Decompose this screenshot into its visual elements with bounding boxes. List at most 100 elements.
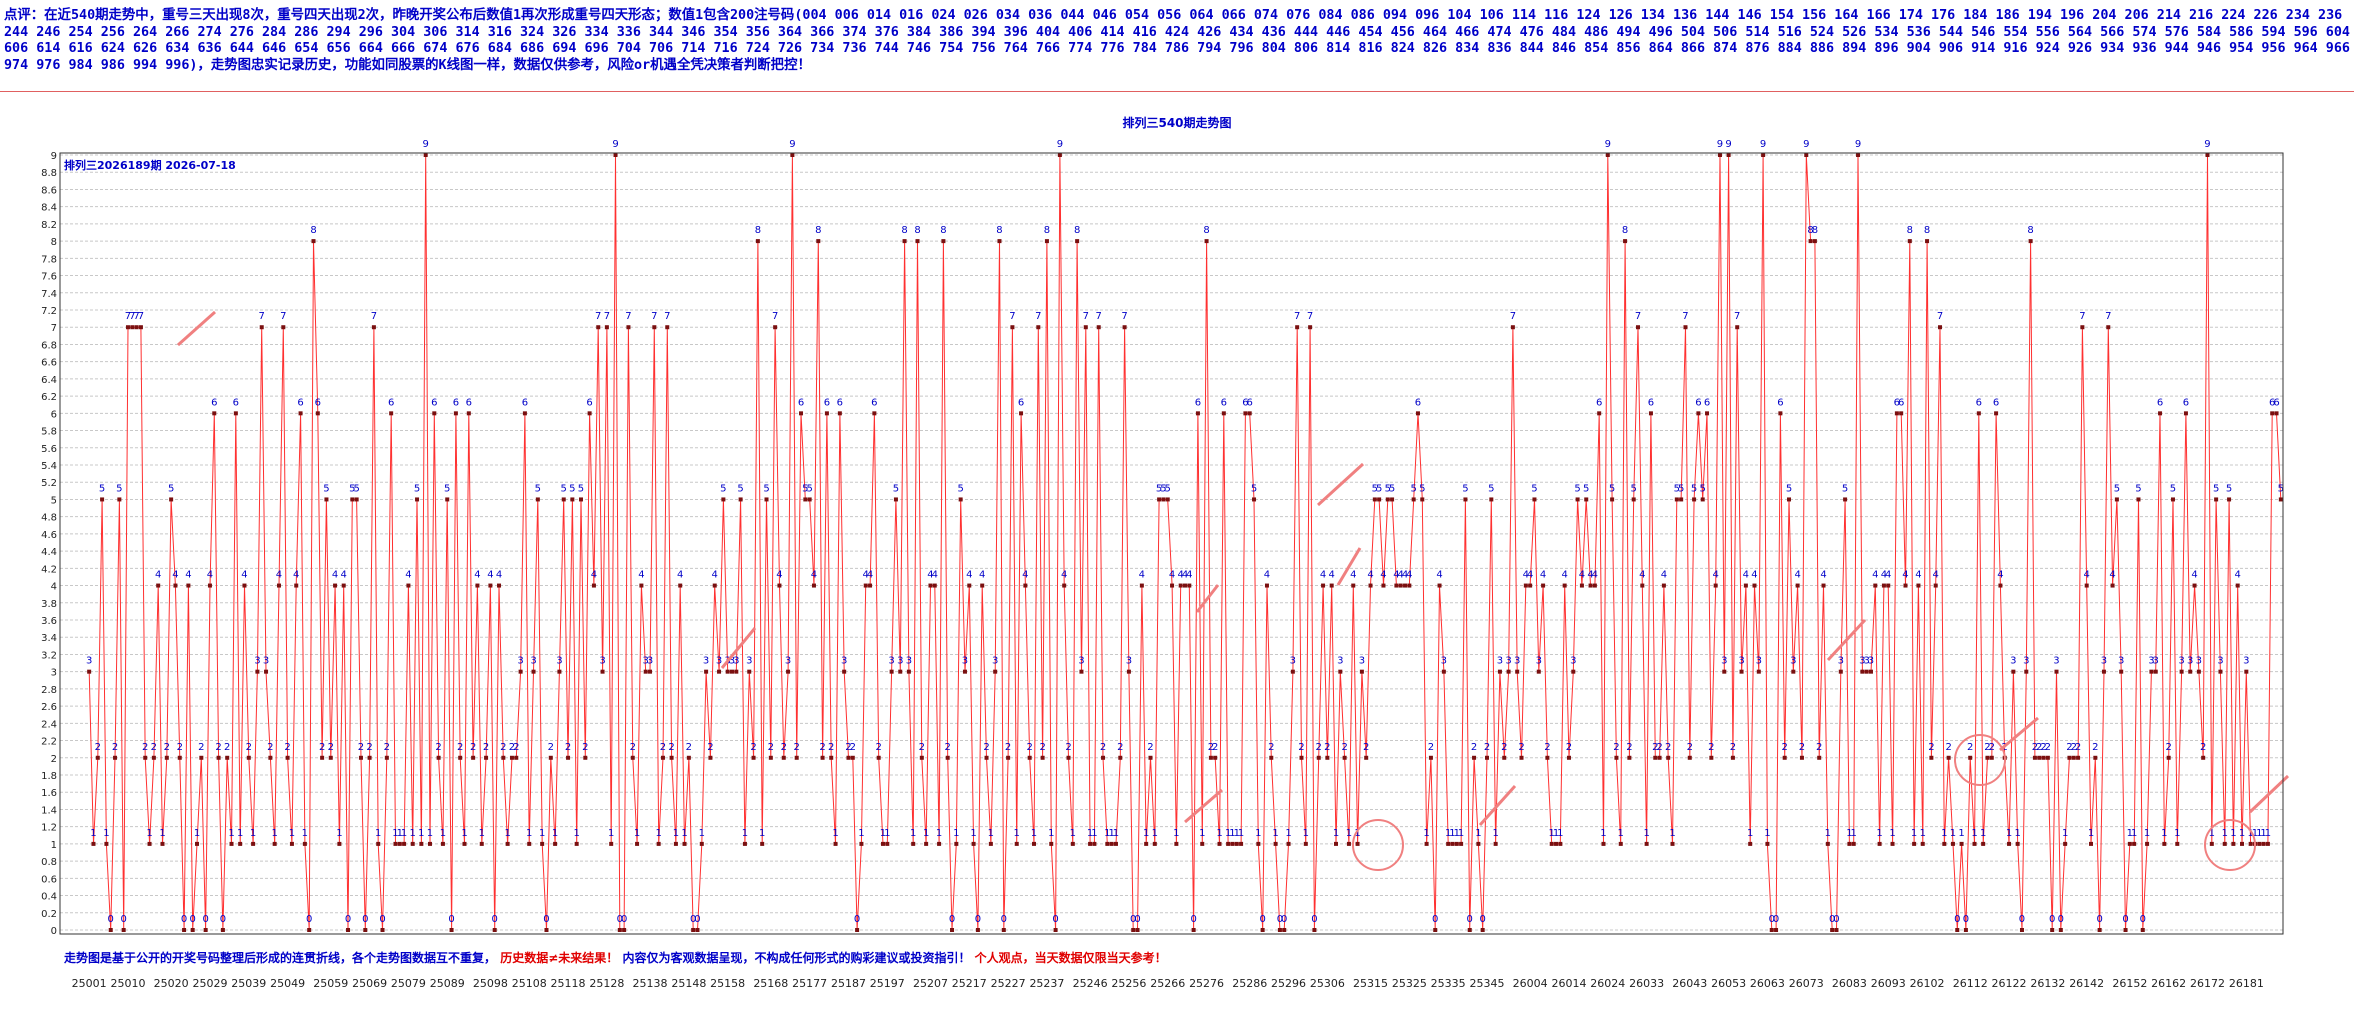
data-point (1873, 583, 1878, 588)
data-point (1825, 841, 1830, 846)
data-point (673, 841, 678, 846)
data-point (729, 669, 734, 674)
y-tick-label: 8.6 (41, 185, 57, 196)
data-label: 2 (319, 742, 325, 753)
data-label: 1 (2088, 828, 2094, 839)
data-point (264, 669, 269, 674)
data-point (1920, 841, 1925, 846)
data-point (656, 841, 661, 846)
data-point (1204, 239, 1209, 244)
data-point (1955, 928, 1960, 932)
data-point (1636, 325, 1641, 330)
data-point (1653, 755, 1658, 760)
data-point (1105, 841, 1110, 846)
data-point (837, 411, 842, 416)
data-label: 0 (1130, 914, 1136, 925)
data-label: 0 (2096, 914, 2102, 925)
data-point (2067, 755, 2072, 760)
data-point (643, 669, 648, 674)
y-tick-label: 2.4 (41, 719, 57, 730)
data-point (328, 755, 333, 760)
data-label: 5 (561, 483, 567, 494)
data-point (1769, 928, 1774, 932)
data-label: 2 (1039, 742, 1045, 753)
y-tick-label: 4.8 (41, 513, 57, 524)
data-point (1286, 841, 1291, 846)
data-label: 2 (1989, 742, 1995, 753)
data-label: 2 (2071, 742, 2077, 753)
data-label: 7 (1635, 311, 1641, 322)
x-tick-label: 25020 (154, 977, 189, 990)
data-label: 1 (103, 828, 109, 839)
data-point (725, 669, 730, 674)
data-point (1403, 583, 1408, 588)
data-point (2183, 411, 2188, 416)
x-tick-label: 25306 (1310, 977, 1345, 990)
data-label: 1 (250, 828, 256, 839)
data-label: 0 (2049, 914, 2055, 925)
data-label: 1 (1303, 828, 1309, 839)
data-label: 5 (2114, 483, 2120, 494)
data-label: 2 (845, 742, 851, 753)
data-label: 1 (194, 828, 200, 839)
data-label: 1 (1851, 828, 1857, 839)
data-label: 6 (1596, 397, 1602, 408)
data-label: 2 (2040, 742, 2046, 753)
data-point (509, 755, 514, 760)
data-point (630, 755, 635, 760)
data-point (233, 411, 238, 416)
data-point (1256, 841, 1261, 846)
x-tick-label: 25345 (1470, 977, 1505, 990)
data-label: 1 (2265, 828, 2271, 839)
x-tick-label: 25089 (430, 977, 465, 990)
data-label: 1 (2174, 828, 2180, 839)
data-point (2097, 928, 2102, 932)
data-point (1830, 928, 1835, 932)
data-point (1165, 497, 1170, 502)
data-point (380, 928, 385, 932)
data-label: 2 (2075, 742, 2081, 753)
data-point (1838, 669, 1843, 674)
footer-part2: 历史数据≠未来结果！ (500, 950, 618, 965)
data-label: 2 (668, 742, 674, 753)
data-point (2028, 239, 2033, 244)
data-point (471, 755, 476, 760)
data-point (1316, 755, 1321, 760)
data-point (1683, 325, 1688, 330)
data-point (436, 755, 441, 760)
data-points (87, 153, 2283, 932)
data-label: 0 (1963, 914, 1969, 925)
data-point (169, 497, 174, 502)
data-label: 1 (1333, 828, 1339, 839)
data-label: 8 (310, 225, 316, 236)
data-label: 4 (293, 570, 299, 581)
data-label: 3 (2217, 656, 2223, 667)
data-point (578, 497, 583, 502)
data-point (2214, 497, 2219, 502)
data-point (1696, 411, 1701, 416)
data-label: 0 (306, 914, 312, 925)
data-label: 1 (2247, 828, 2253, 839)
data-label: 0 (190, 914, 196, 925)
data-point (1808, 239, 1813, 244)
data-label: 6 (315, 397, 321, 408)
y-tick-label: 4.2 (41, 564, 57, 575)
y-tick-label: 6.6 (41, 358, 57, 369)
data-point (617, 928, 622, 932)
data-point (285, 755, 290, 760)
data-label: 1 (1272, 828, 1278, 839)
data-label: 1 (923, 828, 929, 839)
data-label: 1 (608, 828, 614, 839)
data-point (113, 755, 118, 760)
data-label: 9 (2204, 139, 2210, 150)
data-point (872, 411, 877, 416)
data-label: 2 (1005, 742, 1011, 753)
data-point (350, 497, 355, 502)
data-point (1342, 755, 1347, 760)
data-point (272, 841, 277, 846)
data-label: 1 (832, 828, 838, 839)
data-point (1079, 669, 1084, 674)
data-label: 4 (2084, 570, 2090, 581)
data-point (1139, 583, 1144, 588)
data-point (1351, 583, 1356, 588)
